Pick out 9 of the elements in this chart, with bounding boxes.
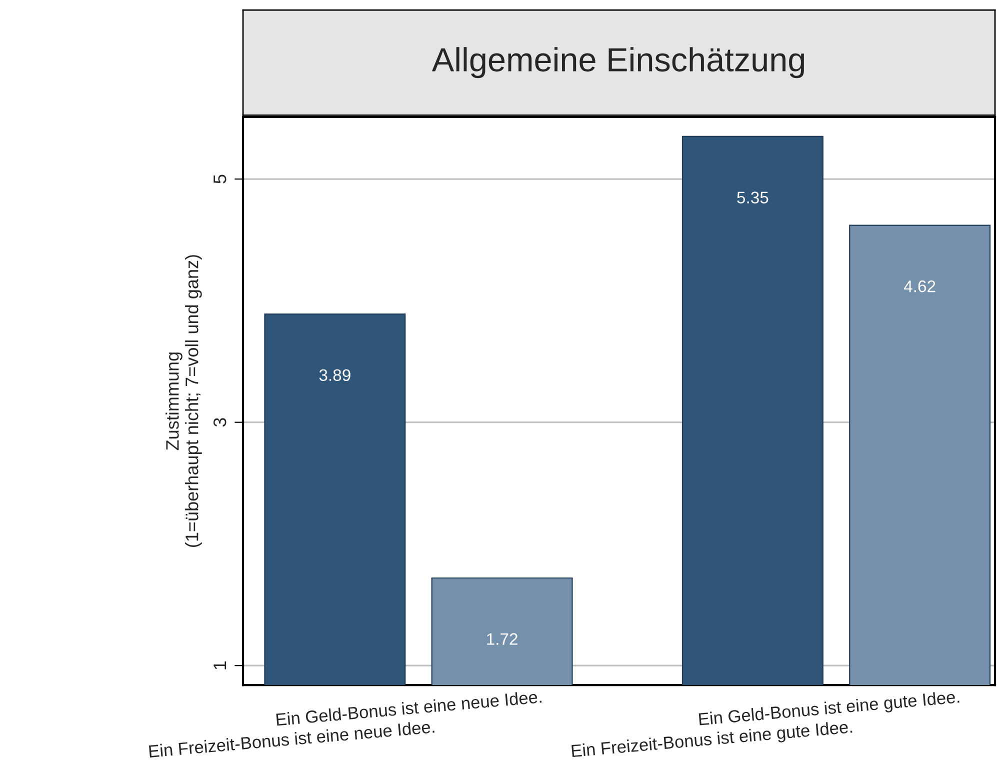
data-label: 4.62 [904, 280, 936, 292]
data-label: 5.35 [737, 192, 768, 204]
chart-title: Allgemeine Einschätzung [432, 47, 804, 78]
data-label: 3.89 [319, 369, 350, 382]
data-label: 1.72 [487, 633, 518, 645]
y-tick-label: 1 [214, 661, 226, 670]
y-tick-label: 5 [214, 174, 226, 184]
y-axis-title: Zustimmung (1=überhaupt nicht; 7=voll und ganz) [166, 255, 202, 547]
y-tick-label: 3 [213, 418, 226, 427]
